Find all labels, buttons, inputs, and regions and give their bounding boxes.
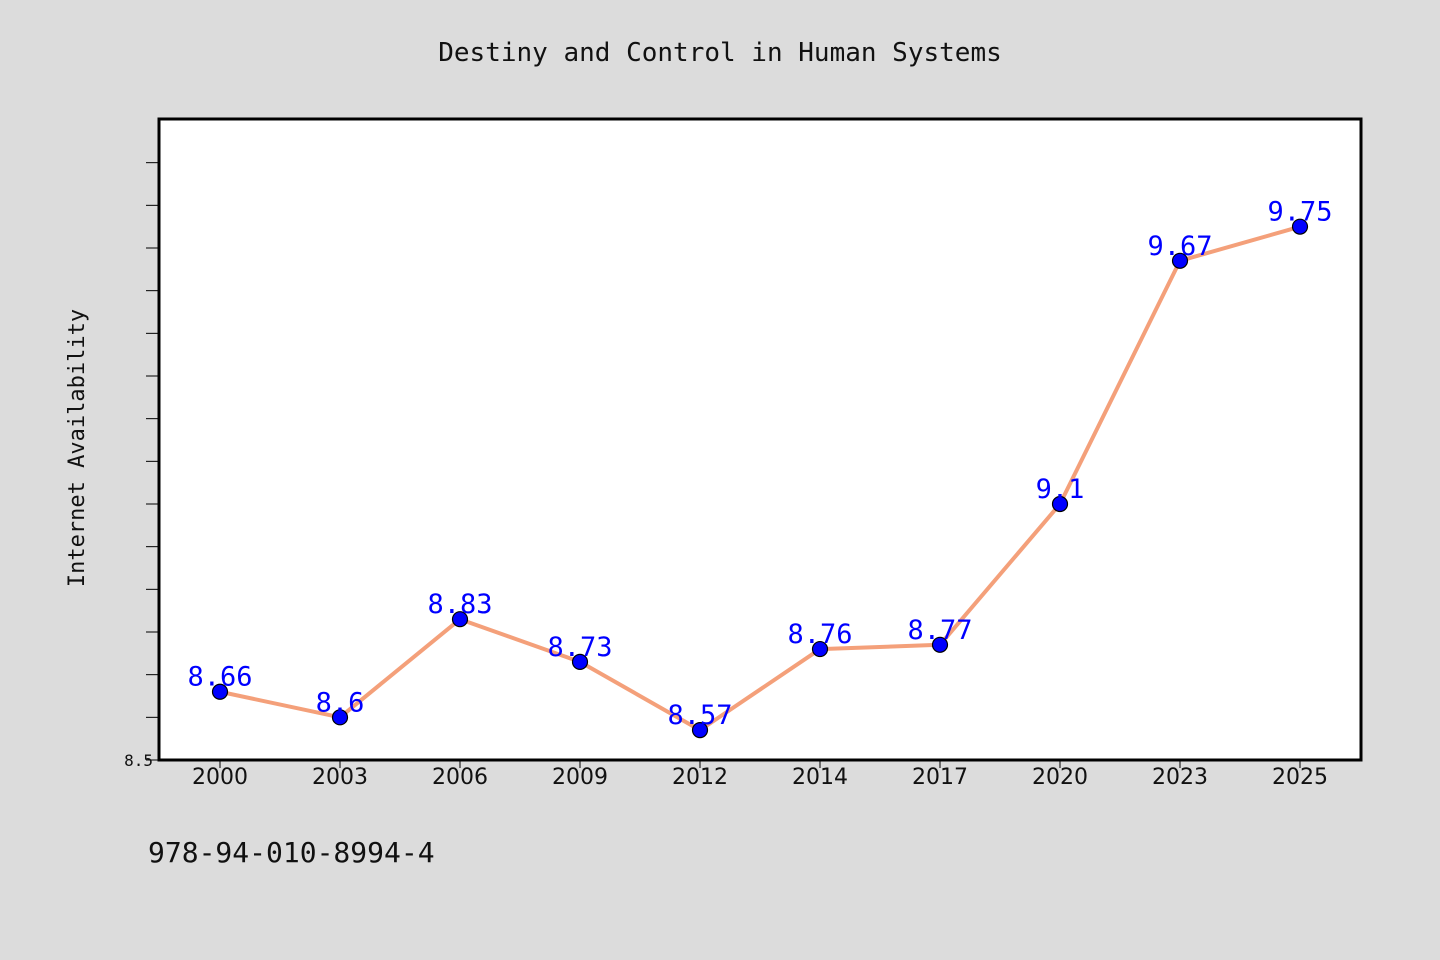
y-tick-label: 8.5	[124, 751, 153, 770]
data-label: 8.6	[316, 687, 365, 718]
x-tick-label: 2000	[192, 765, 248, 790]
x-tick-label: 2012	[672, 765, 728, 790]
x-tick-label: 2020	[1032, 765, 1088, 790]
series-line	[218, 224, 1302, 733]
data-point-marker	[331, 709, 349, 726]
data-label: 8.83	[427, 589, 492, 620]
plot-area	[157, 117, 1363, 762]
data-label: 8.73	[547, 632, 612, 663]
x-tick-label: 2014	[792, 765, 848, 790]
x-tick-label: 2003	[312, 765, 368, 790]
isbn-footer-text: 978-94-010-8994-4	[148, 836, 435, 869]
data-label: 9.1	[1036, 474, 1085, 505]
x-tick-label: 2023	[1152, 765, 1208, 790]
x-axis-ticks: 2000 2003 2006 2009 2012 2014 2017 2020 2023 2025	[192, 761, 1328, 790]
data-point-marker	[571, 653, 589, 670]
x-tick-label: 2017	[912, 765, 968, 790]
chart-title: Destiny and Control in Human Systems	[438, 38, 1002, 68]
data-point-marker	[211, 683, 229, 700]
y-axis-ticks: 8.5	[124, 162, 159, 770]
data-point-marker	[931, 636, 949, 653]
data-label: 8.77	[907, 615, 972, 646]
data-point-marker	[1171, 252, 1189, 269]
data-label: 9.75	[1267, 197, 1332, 228]
y-axis-label: Internet Availability	[65, 309, 90, 587]
x-tick-label: 2025	[1272, 765, 1328, 790]
data-label: 8.76	[787, 619, 852, 650]
data-point-marker	[451, 611, 469, 628]
data-point-marker	[691, 722, 709, 739]
x-tick-label: 2006	[432, 765, 488, 790]
data-label: 9.67	[1147, 231, 1212, 262]
data-point-marker	[1291, 218, 1309, 235]
x-tick-label: 2009	[552, 765, 608, 790]
data-point-marker	[811, 640, 829, 658]
series-layer: 8.66 8.6 8.83 8.73 8.57 8.76 8.77 9.1 9.67 9.75	[187, 197, 1333, 739]
data-point-marker	[1051, 495, 1069, 513]
data-label: 8.66	[187, 662, 252, 693]
data-label: 8.57	[667, 700, 732, 731]
